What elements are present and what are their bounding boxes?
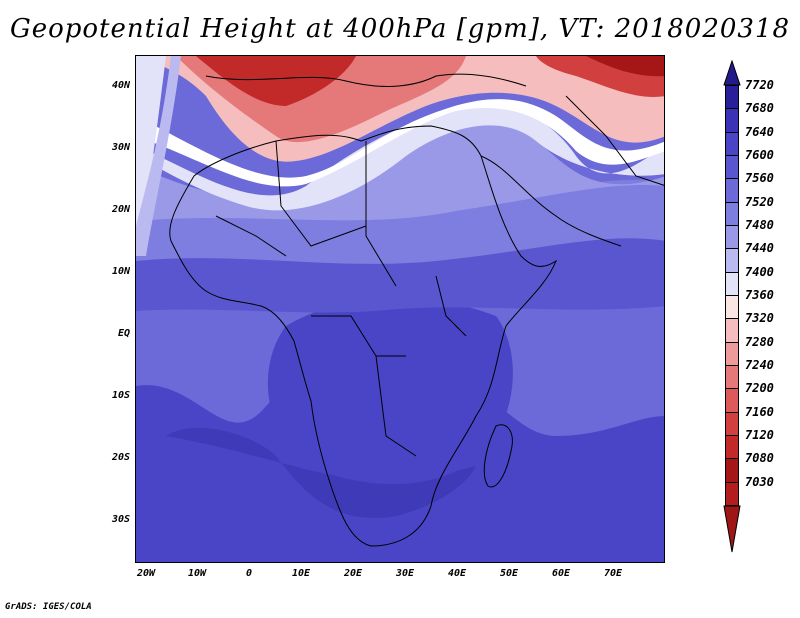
lat-label-20n: 20N <box>111 204 130 215</box>
colorbar-label: 7030 <box>745 474 774 489</box>
credit-label: GrADS: IGES/COLA <box>5 602 92 612</box>
lat-label-30n: 30N <box>111 142 130 153</box>
border-e <box>435 275 467 337</box>
colorbar-segment <box>725 341 739 366</box>
north-warm-core-2 <box>196 56 356 106</box>
lat-label-10s: 10S <box>111 390 130 401</box>
ridge-band-light <box>136 104 664 211</box>
height-field <box>136 56 664 562</box>
colorbar-segment <box>725 108 739 133</box>
madagascar-outline <box>483 424 513 488</box>
lon-label-70e: 70E <box>603 568 623 579</box>
lon-label-20e: 20E <box>343 568 363 579</box>
colorbar-label: 7480 <box>745 218 774 232</box>
border-b <box>365 141 397 287</box>
lon-label-50e: 50E <box>499 568 519 579</box>
colorbar-label: 7560 <box>745 171 774 186</box>
colorbar-label: 7640 <box>745 124 774 139</box>
lon-label-10w: 10W <box>187 568 207 579</box>
lat-label-eq: EQ <box>117 328 130 339</box>
lon-label-40e: 40E <box>447 568 467 579</box>
mediterranean-north <box>205 73 527 87</box>
colorbar-segment <box>725 481 739 506</box>
colorbar-segment <box>725 435 739 460</box>
lon-label-20w: 20W <box>136 568 156 579</box>
south-deep-core <box>166 427 476 518</box>
lat-label-20s: 20S <box>111 452 130 463</box>
colorbar-segment <box>725 225 739 250</box>
colorbar-segment <box>725 271 739 296</box>
colorbar-top-arrow <box>723 60 741 86</box>
lat-label-30s: 30S <box>111 514 130 525</box>
northeast-warm-center <box>586 56 664 77</box>
lat-label-40n: 40N <box>111 80 130 91</box>
colorbar-label: 7240 <box>745 358 774 372</box>
colorbar-label: 7440 <box>745 241 774 256</box>
central-deep-region <box>267 297 513 485</box>
west-edge-light <box>136 56 166 226</box>
equator-band <box>136 233 664 313</box>
colorbar-segment <box>725 411 739 436</box>
border-d <box>375 355 417 457</box>
colorbar-segment <box>725 131 739 156</box>
africa-coastline <box>169 125 558 547</box>
colorbar-segment <box>725 85 739 110</box>
border-a <box>275 140 367 247</box>
colorbar-label: 7280 <box>745 334 774 349</box>
lon-label-10e: 10E <box>291 568 311 579</box>
colorbar-label: 7320 <box>745 311 774 326</box>
colorbar-label: 7520 <box>745 194 774 209</box>
colorbar-label: 7080 <box>745 451 774 466</box>
colorbar-label: 7200 <box>745 381 774 396</box>
arabian-coast <box>480 155 622 247</box>
colorbar-label: 7400 <box>745 264 774 279</box>
lon-label-0: 0 <box>245 568 253 579</box>
coastlines <box>169 73 664 547</box>
colorbar-segment <box>725 295 739 320</box>
colorbar-segment <box>725 458 739 483</box>
colorbar <box>725 85 739 506</box>
west-edge-mid <box>136 56 181 256</box>
colorbar-segment <box>725 248 739 273</box>
border-c <box>311 315 406 357</box>
lon-label-30e: 30E <box>395 568 415 579</box>
border-f <box>215 215 287 257</box>
lon-label-60e: 60E <box>551 568 571 579</box>
border-g <box>565 95 664 186</box>
colorbar-segment <box>725 178 739 203</box>
colorbar-label: 7360 <box>745 288 774 302</box>
lat-label-10n: 10N <box>111 266 130 277</box>
colorbar-bottom-arrow <box>723 505 741 553</box>
colorbar-label: 7160 <box>745 404 774 419</box>
map-panel <box>135 55 665 563</box>
colorbar-segment <box>725 201 739 226</box>
chart-title: Geopotential Height at 400hPa [gpm], VT:… <box>9 14 791 44</box>
tropical-band <box>136 179 664 264</box>
colorbar-label: 7720 <box>745 78 774 92</box>
colorbar-label: 7600 <box>745 148 774 162</box>
colorbar-segment <box>725 388 739 413</box>
colorbar-segment <box>725 318 739 343</box>
colorbar-segment <box>725 365 739 390</box>
colorbar-segment <box>725 155 739 180</box>
colorbar-label: 7680 <box>745 101 774 116</box>
colorbar-label: 7120 <box>745 428 774 442</box>
